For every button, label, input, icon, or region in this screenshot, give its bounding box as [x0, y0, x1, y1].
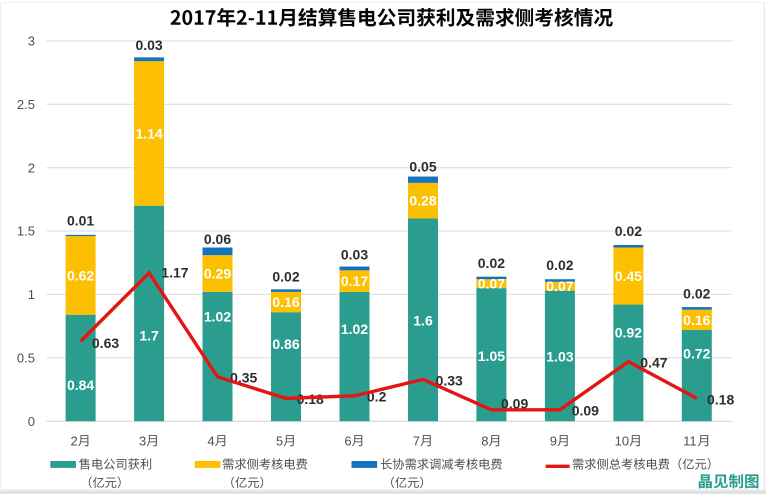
svg-text:0.33: 0.33 — [436, 373, 463, 389]
svg-text:0.07: 0.07 — [478, 276, 505, 292]
svg-text:0.02: 0.02 — [546, 257, 573, 273]
svg-text:0.72: 0.72 — [683, 345, 710, 361]
svg-text:0.62: 0.62 — [67, 267, 94, 283]
svg-text:2: 2 — [28, 160, 35, 175]
svg-text:10: 10 — [615, 433, 629, 448]
svg-text:0.09: 0.09 — [501, 396, 528, 412]
svg-text:0.02: 0.02 — [615, 223, 642, 239]
svg-text:0.29: 0.29 — [204, 266, 231, 282]
svg-text:3: 3 — [28, 34, 35, 49]
svg-text:0: 0 — [28, 414, 35, 429]
svg-text:0.17: 0.17 — [341, 273, 368, 289]
svg-text:0.02: 0.02 — [683, 286, 710, 302]
svg-text:0.03: 0.03 — [135, 37, 162, 53]
svg-text:11: 11 — [683, 433, 697, 448]
svg-text:0.63: 0.63 — [92, 335, 119, 351]
svg-text:0.45: 0.45 — [615, 268, 642, 284]
svg-text:1.5: 1.5 — [17, 224, 35, 239]
svg-text:0.92: 0.92 — [615, 324, 642, 340]
svg-text:0.47: 0.47 — [640, 355, 667, 371]
svg-text:5: 5 — [276, 433, 283, 448]
svg-text:1.6: 1.6 — [413, 313, 433, 329]
svg-text:2: 2 — [71, 433, 78, 448]
svg-text:8: 8 — [481, 433, 488, 448]
svg-text:0.01: 0.01 — [67, 212, 94, 228]
svg-text:0.5: 0.5 — [17, 351, 35, 366]
svg-text:0.86: 0.86 — [272, 336, 299, 352]
svg-text:1.7: 1.7 — [139, 327, 159, 343]
svg-text:1.14: 1.14 — [135, 125, 162, 141]
svg-text:4: 4 — [207, 433, 214, 448]
svg-text:0.16: 0.16 — [272, 294, 299, 310]
svg-text:6: 6 — [344, 433, 351, 448]
svg-text:1: 1 — [28, 287, 35, 302]
svg-text:0.06: 0.06 — [204, 231, 231, 247]
svg-text:2.5: 2.5 — [17, 97, 35, 112]
svg-text:0.07: 0.07 — [546, 278, 573, 294]
svg-text:1.17: 1.17 — [161, 265, 188, 281]
svg-text:0.28: 0.28 — [409, 193, 436, 209]
svg-text:7: 7 — [413, 433, 420, 448]
svg-text:1.02: 1.02 — [341, 321, 368, 337]
svg-text:1.05: 1.05 — [478, 348, 505, 364]
svg-text:0.09: 0.09 — [572, 402, 599, 418]
svg-text:0.18: 0.18 — [707, 392, 734, 408]
svg-text:0.16: 0.16 — [683, 312, 710, 328]
svg-text:0.03: 0.03 — [341, 246, 368, 262]
svg-text:9: 9 — [550, 433, 557, 448]
svg-text:0.02: 0.02 — [272, 268, 299, 284]
svg-text:0.05: 0.05 — [409, 158, 436, 174]
svg-text:1.02: 1.02 — [204, 309, 231, 325]
svg-text:1.03: 1.03 — [546, 349, 573, 365]
svg-text:0.02: 0.02 — [478, 255, 505, 271]
svg-text:0.84: 0.84 — [67, 377, 94, 393]
svg-text:3: 3 — [139, 433, 146, 448]
